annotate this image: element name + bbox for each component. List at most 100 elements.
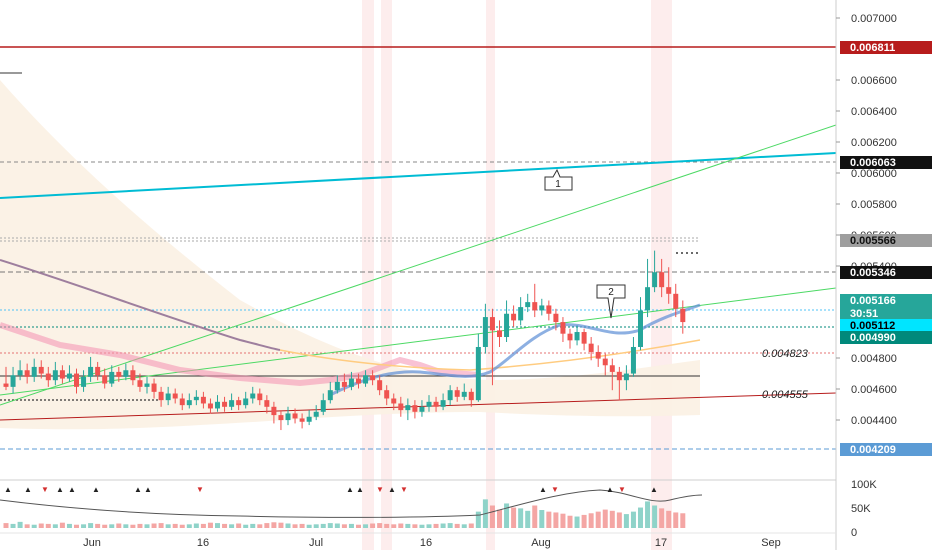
candle-body (412, 405, 418, 412)
candle-body (313, 411, 319, 417)
candle-body (66, 373, 72, 379)
price-badge-label: 0.005566 (850, 235, 896, 247)
candle-body (497, 330, 502, 338)
buy-marker: ▲ (346, 485, 354, 494)
candle-body (285, 413, 291, 421)
volume-bar (31, 524, 37, 528)
volume-bar (638, 507, 643, 528)
volume-bar (553, 512, 559, 528)
volume-bar (623, 514, 629, 528)
candle-body (95, 366, 101, 376)
volume-bar (116, 523, 122, 528)
price-tick-label: 0.006400 (851, 106, 897, 118)
candle-body (151, 383, 157, 392)
price-badge (840, 331, 932, 344)
callout-2-label: 2 (608, 287, 614, 298)
candle-body (264, 400, 270, 407)
candle-body (440, 400, 446, 407)
volume-bar (186, 524, 192, 528)
price-badge (840, 307, 932, 320)
sell-marker: ▼ (376, 485, 384, 494)
volume-ma (0, 489, 703, 518)
candle-body (222, 401, 228, 407)
candle-body (680, 308, 686, 323)
price-badge (840, 294, 932, 307)
candle-body (165, 393, 171, 401)
price-badge (840, 266, 932, 279)
volume-bar (229, 524, 235, 528)
candle-body (109, 371, 115, 384)
volume-bar (327, 523, 333, 528)
candle-body (398, 403, 404, 411)
time-tick-label: Jul (309, 537, 323, 549)
volume-bar (137, 523, 143, 528)
volume-bar (630, 511, 636, 528)
volume-bar (609, 510, 615, 528)
candle-body (10, 375, 16, 387)
volume-bar (567, 515, 573, 528)
candle-body (588, 343, 594, 352)
candle-body (88, 366, 94, 377)
candle-body (334, 381, 340, 391)
red-trendline (0, 392, 837, 421)
candle-body (306, 416, 312, 422)
volume-bar (264, 523, 270, 528)
volume-bar (285, 523, 291, 528)
volume-pane: ▲ ▲ ▼ ▲ ▲ ▲ ▲ ▲ ▼ ▲ ▲ ▼ ▲ ▼ ▲ ▼ ▲ ▼ ▲ (0, 485, 703, 528)
volume-bar (532, 505, 538, 528)
volume-bar (363, 524, 369, 528)
buy-marker: ▲ (539, 485, 547, 494)
callout-1 (544, 168, 573, 191)
time-axis[interactable]: Jun 16 Jul 16 Aug 17 Sep (0, 532, 836, 549)
candle-body (299, 418, 305, 422)
volume-bar (306, 524, 312, 528)
candle-body (158, 391, 164, 401)
candle-body (215, 401, 220, 409)
volume-bar (144, 524, 150, 528)
volume-bar (341, 524, 347, 528)
candle-body (567, 333, 573, 341)
volume-bar (581, 514, 587, 528)
volume-bar (320, 523, 326, 528)
volume-bar (250, 523, 256, 528)
price-tick-label: 0.007000 (851, 13, 897, 25)
volume-bar (243, 524, 249, 528)
candle-body (271, 406, 277, 416)
buy-marker: ▲ (606, 485, 614, 494)
candle-body (207, 403, 213, 409)
price-tick-label: 0.006000 (851, 168, 897, 180)
candle-body (24, 370, 30, 377)
candle-body (419, 406, 425, 412)
buy-marker: ▲ (4, 485, 12, 494)
volume-bar (356, 524, 361, 528)
volume-bar (81, 524, 87, 528)
candle-body (130, 370, 136, 381)
price-badge (840, 443, 932, 456)
volume-bar (172, 523, 178, 528)
price-badge (840, 234, 932, 247)
volume-bar (158, 523, 164, 528)
volume-bar (518, 508, 524, 528)
volume-bar (384, 523, 390, 528)
candle-body (525, 302, 531, 308)
volume-bar (426, 524, 432, 528)
price-badge (840, 156, 932, 169)
annotations: 0.004823 0.004555 1 2 (544, 168, 809, 401)
candle-body (666, 287, 672, 294)
price-badge-label: 30:51 (850, 308, 878, 320)
price-badge-label: 0.005346 (850, 267, 896, 279)
sell-marker: ▼ (400, 485, 408, 494)
candle-body (433, 401, 439, 407)
candle-body (623, 373, 629, 381)
candle-body (447, 390, 453, 401)
candle-body (595, 351, 601, 359)
highlight-band (486, 0, 495, 550)
candle-body (581, 332, 587, 344)
buy-marker: ▲ (144, 485, 152, 494)
volume-bar (680, 513, 686, 528)
price-badges: 0.006811 0.006063 0.005566 0.005346 0.005166… (840, 41, 932, 456)
candle-body (257, 393, 263, 401)
candle-body (341, 381, 347, 387)
price-badge-label: 0.004990 (850, 332, 896, 344)
